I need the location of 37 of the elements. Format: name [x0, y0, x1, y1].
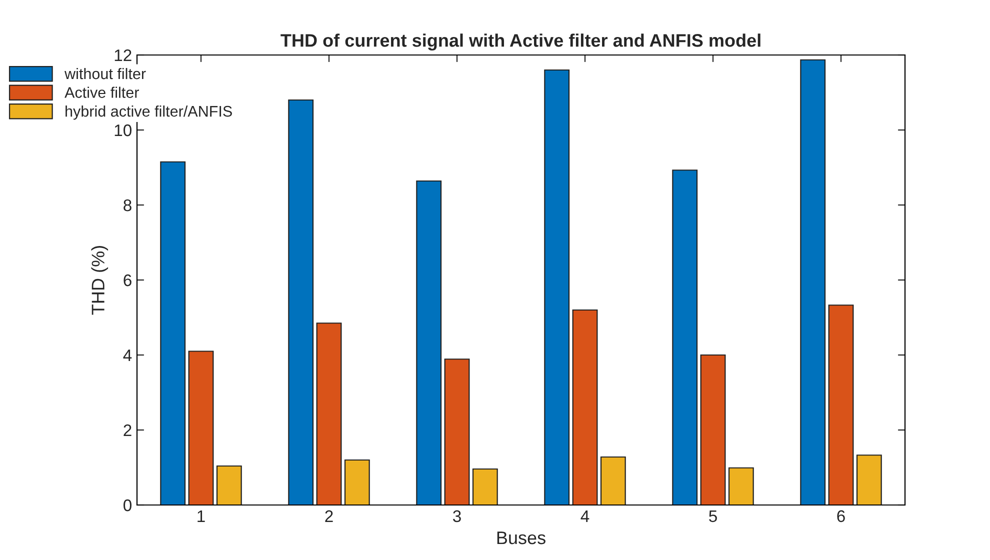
x-tick-label: 6: [837, 510, 845, 522]
bar: [288, 99, 314, 505]
bar: [672, 170, 698, 505]
bar: [472, 468, 498, 505]
bar: [828, 304, 854, 505]
legend-label: without filter: [64, 68, 146, 80]
legend-label: hybrid active filter/ANFIS: [66, 105, 232, 120]
y-tick-label: 0: [124, 499, 132, 512]
y-tick-label: 12: [114, 49, 132, 62]
x-tick-label: 3: [453, 510, 461, 522]
bar: [444, 358, 470, 505]
bar: [344, 459, 370, 505]
x-axis-title: Buses: [497, 532, 546, 544]
y-axis-title: THD (%): [91, 246, 108, 315]
bar: [856, 454, 882, 505]
y-tick-label: 6: [124, 274, 132, 286]
y-tick-label: 10: [114, 124, 132, 136]
x-tick-label: 5: [709, 510, 717, 522]
x-tick-label: 1: [198, 510, 205, 522]
chart-title: THD of current signal with Active filter and ANFIS model: [280, 34, 760, 50]
bar: [600, 456, 626, 505]
y-tick-label: 2: [124, 424, 132, 436]
bar: [800, 59, 826, 505]
bar: [188, 350, 214, 505]
bar: [216, 465, 242, 505]
legend-label: Active filter: [64, 86, 139, 98]
bar: [700, 354, 726, 505]
bar: [728, 467, 754, 505]
x-tick-label: 4: [580, 510, 590, 522]
bar: [544, 69, 570, 505]
bar: [160, 161, 186, 505]
bar: [316, 322, 342, 505]
y-tick-label: 8: [124, 199, 132, 212]
bar: [572, 309, 598, 505]
bar: [416, 180, 442, 505]
y-tick-label: 4: [123, 350, 132, 362]
x-tick-label: 2: [325, 510, 333, 522]
